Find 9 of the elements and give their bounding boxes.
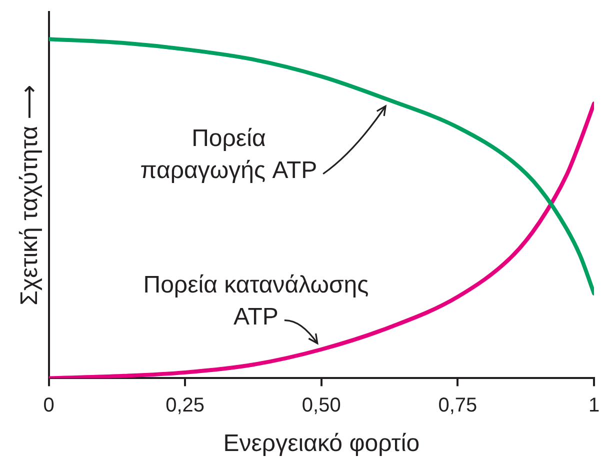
annotation: Πορεία παραγωγής ATP: [140, 124, 318, 184]
x-tick-label: 0: [43, 394, 54, 417]
x-axis-title: Ενεργειακό φορτίο: [223, 430, 420, 458]
x-tick-label: 0,50: [302, 394, 341, 417]
annotation: Πορεία κατανάλωσης ATP: [143, 271, 369, 330]
y-axis-title: Σχετική ταχύτητα ⟶: [16, 84, 44, 306]
x-tick-label: 0,75: [438, 394, 478, 417]
x-tick-label: 1: [588, 394, 600, 417]
x-tick-label: 0,25: [166, 394, 205, 417]
